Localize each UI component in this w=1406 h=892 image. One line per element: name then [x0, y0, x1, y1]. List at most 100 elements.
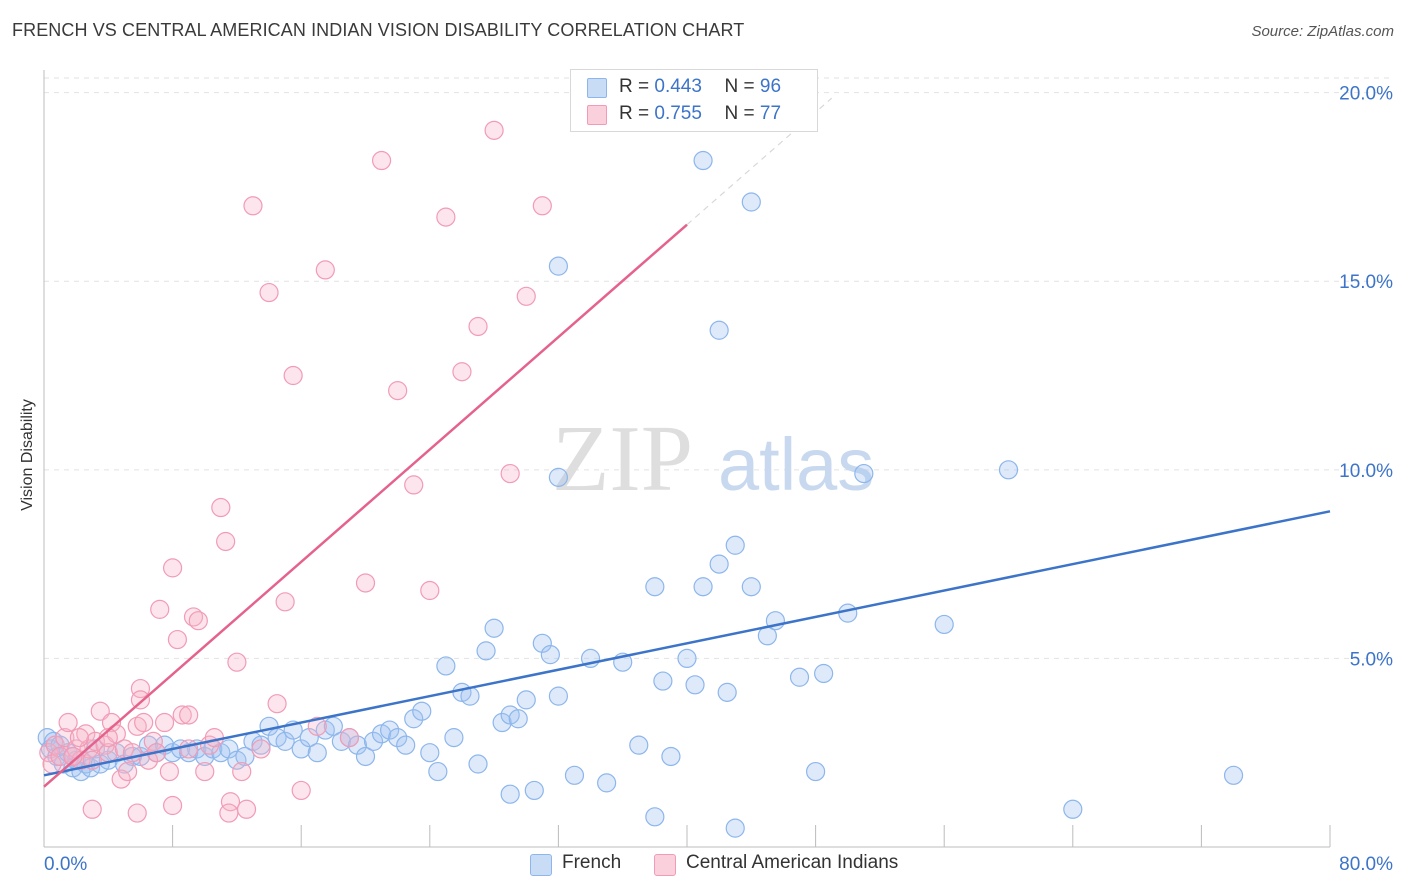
central-american-indians-point: [484, 120, 504, 140]
central-american-indians-point: [101, 712, 122, 733]
central-american-indians-point: [420, 580, 440, 601]
french-point: [500, 784, 520, 804]
y-tick-label: 15.0%: [1339, 272, 1393, 293]
watermark-atlas: atlas: [718, 423, 874, 506]
central-american-indians-point: [243, 196, 263, 216]
central-american-indians-point: [204, 728, 224, 748]
central-american-indians-point: [150, 599, 170, 619]
central-american-indians-point: [436, 207, 456, 227]
french-point: [532, 633, 552, 653]
r-value-central-american-indians: 0.755: [654, 103, 702, 124]
central-american-indians-point: [188, 611, 208, 631]
bottom-legend-label-french: French: [562, 852, 622, 873]
french-point: [492, 712, 512, 733]
french-point: [428, 761, 448, 782]
central-american-indians-point: [211, 497, 231, 518]
french-point: [219, 739, 239, 759]
central-american-indians-point: [227, 652, 247, 672]
french-point: [854, 463, 874, 484]
n-label: N =: [724, 103, 755, 124]
central-american-indians-point: [236, 799, 257, 819]
bottom-legend-label-central-american-indians: Central American Indians: [686, 852, 899, 873]
central-american-indians-points: [39, 120, 552, 823]
french-point: [709, 320, 729, 340]
central-american-indians-point: [58, 712, 78, 733]
french-point: [548, 256, 569, 276]
r-value-french: 0.443: [654, 76, 702, 97]
central-american-indians-point: [130, 678, 151, 699]
french-point: [347, 735, 368, 755]
french-point: [838, 603, 858, 623]
french-point: [661, 746, 681, 767]
french-point: [195, 746, 215, 767]
french-point: [629, 735, 649, 755]
y-tick-label: 20.0%: [1339, 84, 1393, 105]
french-point: [299, 728, 319, 748]
central-american-indians-point: [532, 196, 552, 216]
french-point: [693, 577, 713, 597]
central-american-indians-point: [468, 316, 488, 337]
french-point: [363, 731, 384, 751]
central-american-indians-point: [452, 362, 472, 382]
central-american-indians-point: [69, 728, 89, 748]
french-point: [404, 709, 424, 729]
french-trend-line: [43, 510, 1331, 777]
source-label: Source: ZipAtlas.com: [1251, 23, 1394, 40]
french-point: [355, 746, 376, 767]
central-american-indians-point: [130, 690, 151, 710]
n-value-french: 96: [759, 76, 782, 97]
central-american-indians-point: [167, 629, 188, 650]
french-point: [436, 656, 456, 676]
french-point: [741, 192, 761, 212]
central-american-indians-point: [195, 761, 215, 782]
french-point: [484, 618, 504, 638]
legend-swatch-central-american-indians: [587, 105, 607, 125]
french-point: [396, 735, 416, 755]
central-american-indians-point: [219, 803, 239, 823]
central-american-indians-point: [404, 475, 424, 495]
french-point: [412, 701, 432, 721]
french-point: [645, 577, 665, 597]
french-point: [653, 671, 673, 691]
french-point: [685, 675, 705, 695]
french-point: [291, 739, 311, 759]
central-american-indians-point: [251, 739, 271, 759]
central-american-indians-point: [179, 705, 199, 725]
central-american-indians-point: [154, 712, 175, 733]
axes: [43, 70, 1331, 848]
r-label: R =: [619, 103, 650, 124]
french-point: [725, 535, 745, 555]
central-american-indians-point: [371, 150, 392, 171]
central-american-indians-point: [45, 735, 65, 755]
central-american-indians-point: [259, 282, 279, 303]
central-american-indians-trend-line: [43, 223, 688, 788]
french-point: [934, 614, 954, 635]
central-american-indians-point: [127, 803, 147, 823]
french-point: [564, 765, 585, 785]
central-american-indians-point: [283, 365, 303, 386]
y-tick-label: 10.0%: [1339, 461, 1393, 482]
french-point: [741, 577, 761, 597]
french-point: [235, 746, 255, 767]
french-point: [307, 743, 327, 763]
central-american-indians-point: [291, 780, 311, 801]
french-point: [693, 150, 713, 171]
french-point: [709, 554, 729, 574]
french-point: [998, 460, 1019, 480]
bottom-legend-swatch-central-american-indians: [654, 854, 676, 876]
central-american-indians-point: [339, 728, 360, 748]
central-american-indians-point: [232, 761, 252, 782]
french-point: [388, 728, 408, 748]
french-point: [323, 716, 343, 736]
french-point: [717, 682, 737, 702]
central-american-indians-point: [163, 795, 183, 816]
french-point: [1223, 765, 1244, 785]
central-american-indians-point: [179, 739, 199, 759]
french-point: [476, 641, 496, 661]
central-american-indians-point: [275, 592, 295, 612]
central-american-indians-point: [516, 286, 536, 306]
french-point: [677, 648, 697, 669]
central-american-indians-point: [39, 743, 59, 763]
x-tick-label-max: 80.0%: [1339, 854, 1393, 875]
